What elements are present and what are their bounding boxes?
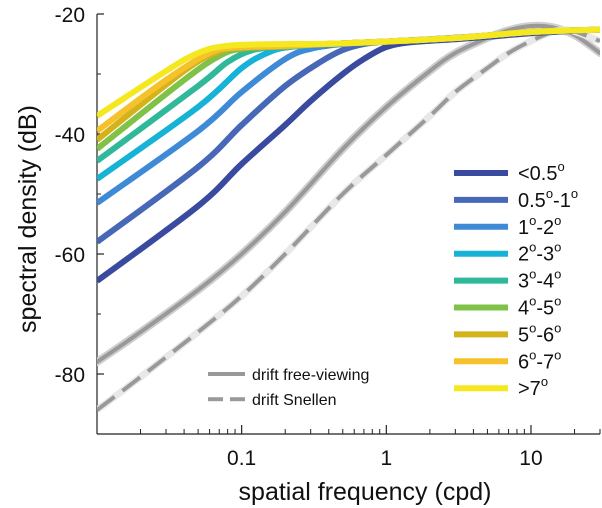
legend-label-drift-free-viewing: drift free-viewing xyxy=(252,367,369,384)
drift-free-viewing-line xyxy=(97,23,600,364)
legend-label-4: 2o​-3o​ xyxy=(518,240,561,266)
plot-area xyxy=(97,21,600,413)
y-tick-label: -20 xyxy=(55,4,85,27)
series-line-9 xyxy=(97,26,600,119)
legend-label-2: 0.5o​-1o​ xyxy=(518,186,578,212)
x-tick-label: 10 xyxy=(519,447,542,470)
y-tick-label: -60 xyxy=(55,244,85,267)
legend: <0.5o​0.5o​-1o​1o​-2o​2o​-3o​3o​-4o​4o​-… xyxy=(208,159,578,409)
legend-label-5: 3o​-4o​ xyxy=(518,267,561,293)
y-tick-label: -80 xyxy=(55,364,85,387)
legend-label-9: >7o​ xyxy=(518,374,548,400)
legend-label-7: 5o​-6o​ xyxy=(518,320,561,346)
x-axis-title: spatial frequency (cpd) xyxy=(239,478,492,506)
axes: 0.1 1 10 -80 -60 -40 -20 xyxy=(55,4,601,470)
legend-label-8: 6o​-7o​ xyxy=(518,347,561,373)
legend-label-6: 4o​-5o​ xyxy=(518,294,561,320)
x-tick-label: 1 xyxy=(380,447,392,470)
legend-label-1: <0.5o​ xyxy=(518,159,565,185)
drift-snellen-line xyxy=(97,27,600,412)
x-tick-label: 0.1 xyxy=(227,447,256,470)
legend-label-3: 1o​-2o​ xyxy=(518,213,561,239)
y-tick-label: -40 xyxy=(55,124,85,147)
y-axis-title: spectral density (dB) xyxy=(14,105,42,333)
legend-label-drift-snellen: drift Snellen xyxy=(252,392,337,409)
